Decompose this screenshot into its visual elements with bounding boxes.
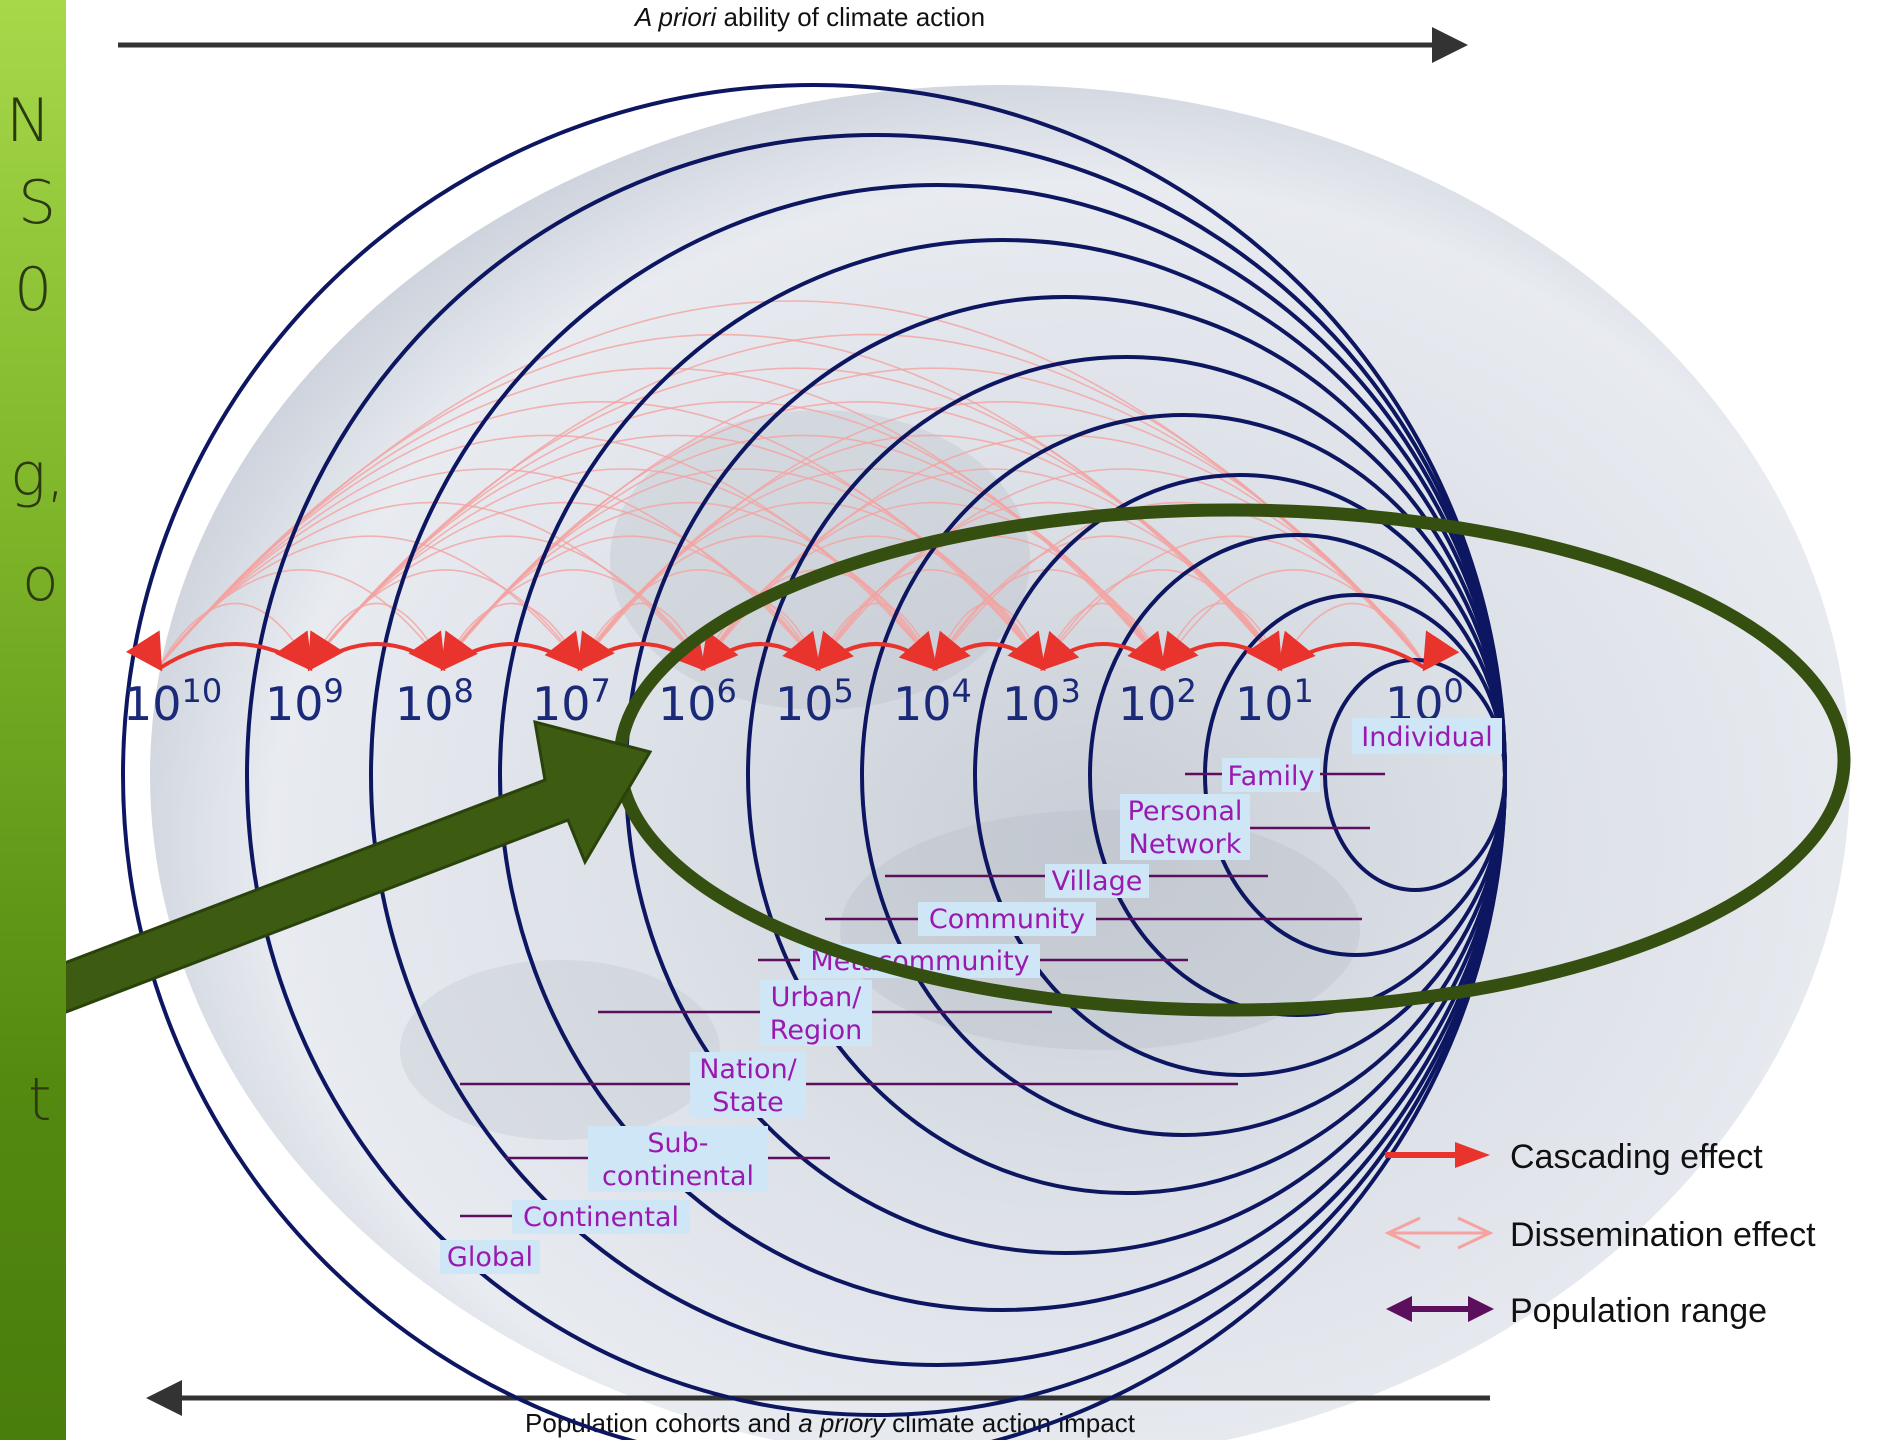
cohort-global: Global bbox=[447, 1242, 533, 1273]
climate-action-diagram: A priori ability of climate action Popul… bbox=[17, 0, 1885, 1444]
label-bg bbox=[440, 1240, 540, 1274]
sidebar-panel: N S 0 g, o t bbox=[0, 0, 66, 1440]
label-bg bbox=[690, 1052, 806, 1118]
legend-population-arrowhead bbox=[1386, 1296, 1412, 1322]
power-label-1e9: 109 bbox=[265, 672, 344, 731]
legend-population-label: Population range bbox=[1510, 1292, 1767, 1330]
sidebar-text-fragment: t bbox=[28, 1065, 52, 1135]
power-label-1e1: 101 bbox=[1235, 672, 1314, 731]
label-bg bbox=[588, 1126, 768, 1192]
dissemination-arc bbox=[934, 502, 1426, 666]
power-label-1e7: 107 bbox=[532, 672, 611, 731]
cascade-arc bbox=[1245, 630, 1460, 672]
sidebar-text-fragment: o bbox=[22, 545, 59, 615]
cohort-nation-state-line1: Nation/ bbox=[699, 1054, 797, 1085]
legend-cascading-arrowhead bbox=[1455, 1142, 1490, 1168]
label-bg bbox=[1222, 758, 1320, 792]
sidebar-text-fragment: 0 bbox=[14, 255, 53, 325]
legend: Cascading effect Dissemination effect Po… bbox=[1384, 1138, 1816, 1330]
cohort-personal-network-line2: Network bbox=[1129, 829, 1242, 860]
dissemination-arc bbox=[579, 401, 1426, 666]
cohort-village: Village bbox=[1052, 866, 1143, 897]
cohort-individual: Individual bbox=[1361, 722, 1493, 753]
dissemination-arc bbox=[1042, 569, 1281, 666]
power-label-1e6: 106 bbox=[658, 672, 737, 731]
power-label-1e10: 1010 bbox=[123, 672, 222, 731]
cohort-family: Family bbox=[1228, 761, 1315, 792]
label-bg bbox=[1120, 794, 1250, 860]
label-bg bbox=[1045, 864, 1149, 898]
cohort-urban-region-line1: Urban/ bbox=[771, 982, 863, 1013]
dissemination-arc bbox=[1162, 569, 1426, 666]
sidebar-text-fragment: S bbox=[18, 168, 57, 238]
bottom-axis-arrowhead bbox=[146, 1380, 182, 1416]
legend-dissemination-swatch bbox=[1457, 1216, 1494, 1250]
cohort-personal-network-line1: Personal bbox=[1128, 796, 1243, 827]
sidebar-text-fragment: N bbox=[6, 86, 51, 156]
power-label-1e5: 105 bbox=[775, 672, 854, 731]
dissemination-arc bbox=[579, 569, 819, 666]
top-axis-label: A priori ability of climate action bbox=[633, 2, 985, 32]
label-bg bbox=[918, 902, 1096, 936]
cohort-urban-region-line2: Region bbox=[770, 1015, 862, 1046]
cohort-continental: Continental bbox=[523, 1202, 679, 1233]
power-label-1e3: 103 bbox=[1002, 672, 1081, 731]
label-bg bbox=[760, 980, 872, 1046]
cohort-labels: Individual Family Personal Network Villa… bbox=[440, 718, 1502, 1274]
label-bg bbox=[512, 1200, 690, 1234]
top-axis-arrowhead bbox=[1432, 27, 1468, 63]
cohort-nation-state-line2: State bbox=[712, 1087, 783, 1118]
highlight-pointer-arrow bbox=[17, 719, 653, 1022]
legend-population-arrowhead bbox=[1468, 1296, 1494, 1322]
cascading-arcs bbox=[125, 630, 1460, 672]
legend-dissemination-label: Dissemination effect bbox=[1510, 1216, 1816, 1254]
earth-cloud bbox=[400, 960, 720, 1140]
power-label-1e2: 102 bbox=[1118, 672, 1197, 731]
legend-cascading-label: Cascading effect bbox=[1510, 1138, 1763, 1176]
power-label-1e8: 108 bbox=[395, 672, 474, 731]
sidebar-text-fragment: g, bbox=[10, 440, 66, 510]
dissemination-arc bbox=[817, 468, 1426, 666]
label-bg bbox=[1352, 718, 1502, 754]
cohort-community: Community bbox=[929, 904, 1085, 935]
cohort-subcontinental-line2: continental bbox=[602, 1161, 754, 1192]
population-power-labels: 1010 109 108 107 106 105 104 103 102 101… bbox=[123, 672, 1464, 731]
power-label-1e4: 104 bbox=[893, 672, 972, 731]
cohort-subcontinental-line1: Sub- bbox=[647, 1128, 708, 1159]
